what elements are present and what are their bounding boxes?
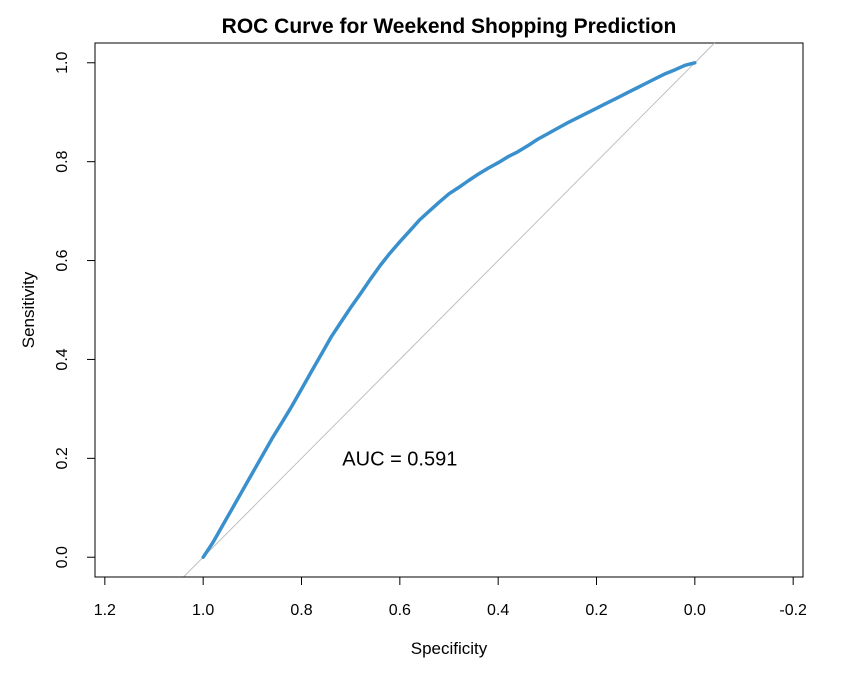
chart-title: ROC Curve for Weekend Shopping Predictio… xyxy=(222,15,677,38)
y-tick-label: 0.2 xyxy=(54,447,71,469)
x-tick-label: 0.8 xyxy=(290,602,312,619)
x-tick-label: 0.4 xyxy=(487,602,509,619)
x-tick-label: -0.2 xyxy=(779,602,807,619)
x-tick-label: 0.2 xyxy=(585,602,607,619)
y-axis: 0.0 0.2 0.4 0.6 0.8 1.0 xyxy=(54,52,96,568)
x-tick-label: 1.2 xyxy=(94,602,116,619)
x-tick-label: 0.0 xyxy=(684,602,706,619)
x-axis: 1.2 1.0 0.8 0.6 0.4 0.2 0.0 -0.2 xyxy=(94,576,807,619)
y-tick-label: 0.6 xyxy=(54,249,71,271)
y-tick-label: 0.0 xyxy=(54,546,71,568)
x-tick-label: 0.6 xyxy=(389,602,411,619)
y-axis-label: Sensitivity xyxy=(19,271,38,348)
plot-area: AUC = 0.591 xyxy=(94,42,804,578)
reference-diagonal xyxy=(183,42,715,578)
auc-annotation: AUC = 0.591 xyxy=(342,448,457,470)
roc-curve xyxy=(201,61,697,559)
y-tick-label: 1.0 xyxy=(54,52,71,74)
y-tick-label: 0.4 xyxy=(54,348,71,370)
x-axis-label: Specificity xyxy=(411,639,488,658)
x-tick-label: 1.0 xyxy=(192,602,214,619)
y-tick-label: 0.8 xyxy=(54,150,71,172)
